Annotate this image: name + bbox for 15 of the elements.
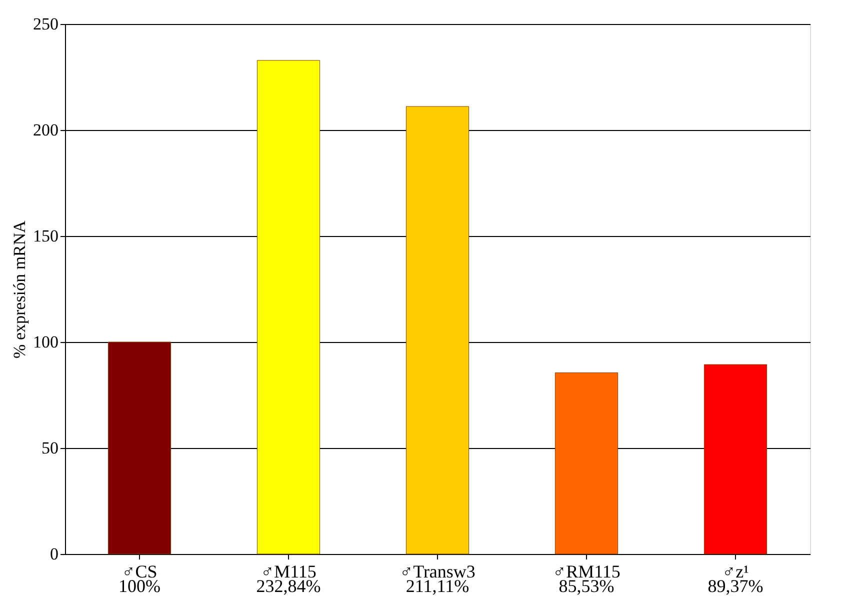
bar (704, 364, 768, 554)
bar (554, 372, 618, 554)
y-tick-label: 50 (42, 438, 58, 458)
bar (256, 60, 320, 554)
bar (406, 106, 470, 554)
y-tick-label: 150 (33, 226, 58, 246)
x-tick-label: ♂Transw3 (400, 562, 476, 582)
y-tick-label: 0 (50, 544, 58, 564)
y-tick-label: 100 (33, 332, 58, 352)
y-axis-title: % expresión mRNA (10, 220, 29, 358)
bar (108, 342, 172, 554)
x-tick-label: ♂CS (122, 562, 158, 582)
x-tick-label: ♂M115 (260, 562, 316, 582)
y-tick-label: 200 (33, 120, 58, 140)
y-tick-label: 250 (33, 14, 58, 34)
